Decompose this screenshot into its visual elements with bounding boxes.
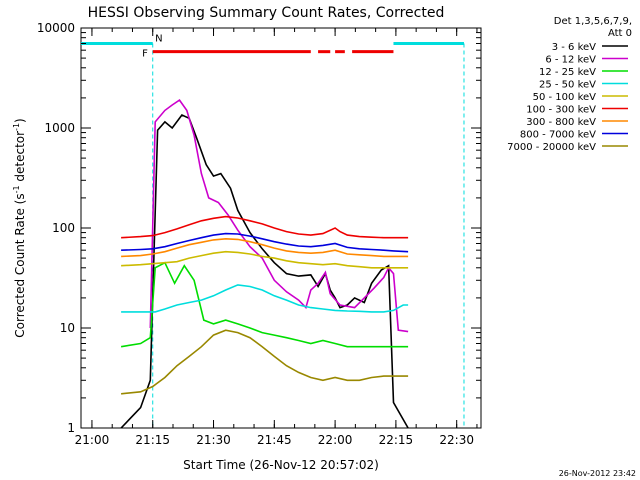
series-line-7 <box>121 232 409 253</box>
y-axis-label-end: ) <box>13 118 27 123</box>
x-tick-label-2: 21:30 <box>196 433 231 447</box>
y-tick-label-1: 10 <box>60 321 75 335</box>
series-line-3 <box>121 284 409 313</box>
x-tick-label-3: 21:45 <box>257 433 292 447</box>
series-line-1 <box>149 99 409 333</box>
series-line-5 <box>121 215 409 239</box>
legend-label-6: 300 - 800 keV <box>526 117 596 128</box>
y-axis-label-mid: detector <box>13 131 27 186</box>
legend-header-2: Att 0 <box>608 28 632 39</box>
flag-label-f: F <box>142 49 148 60</box>
flag-bars <box>81 41 465 428</box>
legend-label-0: 3 - 6 keV <box>552 42 596 53</box>
series-lines <box>120 99 409 428</box>
series-line-0 <box>120 114 409 428</box>
x-tick-label-0: 21:00 <box>75 433 110 447</box>
chart-title: HESSI Observing Summary Count Rates, Cor… <box>88 5 445 21</box>
x-tick-label-5: 22:15 <box>379 433 414 447</box>
legend-label-2: 12 - 25 keV <box>539 67 596 78</box>
plot-clip <box>81 41 465 428</box>
y-axis-label-main: Corrected Count Rate (s <box>13 193 27 337</box>
series-line-6 <box>121 237 409 258</box>
x-tick-label-1: 21:15 <box>135 433 170 447</box>
plot-frame <box>80 27 482 429</box>
legend-label-1: 6 - 12 keV <box>545 55 596 66</box>
flag-label-n: N <box>155 33 162 44</box>
series-line-8 <box>121 329 409 395</box>
y-axis-label: Corrected Count Rate (s-1 detector-1) <box>12 118 27 337</box>
y-tick-label-2: 100 <box>52 221 75 235</box>
legend-header-1: Det 1,3,5,6,7,9, <box>554 16 632 27</box>
legend-label-4: 50 - 100 keV <box>533 92 597 103</box>
x-tick-label-4: 22:00 <box>318 433 353 447</box>
x-tick-label-6: 22:30 <box>439 433 474 447</box>
legend-label-8: 7000 - 20000 keV <box>507 142 596 153</box>
axis-ticks: 21:00 21:15 21:30 21:45 22:00 22:15 22:30 1 10 10… <box>37 21 481 447</box>
y-tick-label-3: 1000 <box>44 121 75 135</box>
series-line-2 <box>120 261 409 348</box>
x-axis-label: Start Time (26-Nov-12 20:57:02) <box>183 458 379 472</box>
y-tick-label-4: 10000 <box>37 21 75 35</box>
series-line-4 <box>121 250 409 269</box>
y-axis-label-sup1: -1 <box>12 185 21 193</box>
legend-label-5: 100 - 300 keV <box>526 105 596 116</box>
footer-timestamp: 26-Nov-2012 23:42 <box>559 469 636 478</box>
plot-area: F N <box>80 27 482 429</box>
flag-labels: F N <box>142 33 163 59</box>
legend-label-7: 800 - 7000 keV <box>520 130 596 141</box>
legend-label-3: 25 - 50 keV <box>539 80 596 91</box>
y-tick-label-0: 1 <box>67 421 75 435</box>
y-axis-label-sup2: -1 <box>12 123 21 131</box>
legend: Det 1,3,5,6,7,9, Att 0 3 - 6 keV 6 - 12 k… <box>507 16 632 153</box>
